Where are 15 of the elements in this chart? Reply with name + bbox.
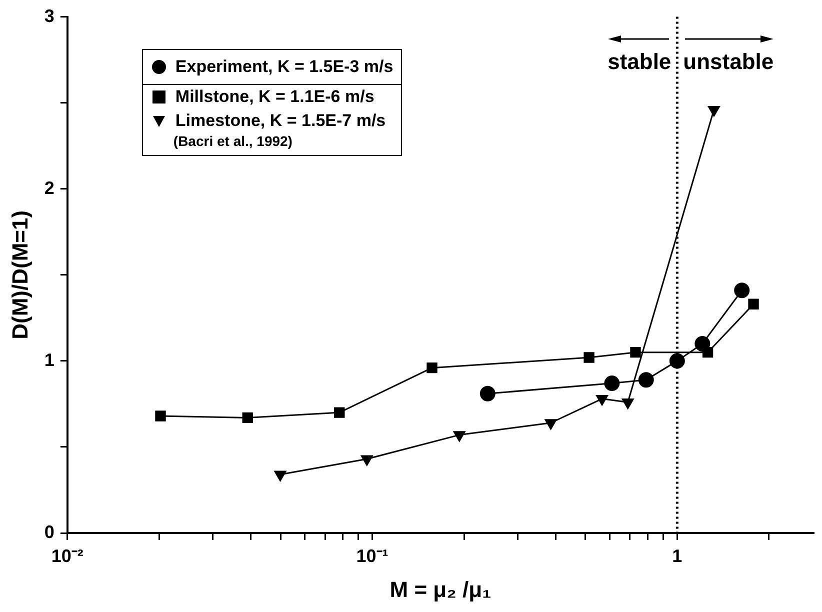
annotation: unstable	[683, 48, 774, 74]
x-tick-label: 10⁻²	[51, 546, 84, 566]
y-tick-label: 3	[44, 6, 54, 26]
y-tick-label: 2	[44, 178, 54, 198]
y-tick-label: 0	[44, 522, 54, 542]
x-tick-label: 1	[672, 546, 682, 566]
y-axis-title: D(M)/D(M=1)	[7, 210, 32, 340]
x-tick-label: 10⁻¹	[356, 546, 388, 566]
x-axis-title: M = μ₂ /μ₁	[390, 576, 492, 602]
annotation: stable	[608, 48, 672, 74]
legend-label: Millstone, K = 1.1E-6 m/s	[175, 86, 374, 107]
legend-label: Experiment, K = 1.5E-3 m/s	[175, 56, 394, 77]
annotation: (Bacri et al., 1992)	[172, 132, 294, 151]
y-tick-label: 1	[44, 350, 54, 370]
legend-label: Limestone, K = 1.5E-7 m/s	[175, 110, 386, 131]
